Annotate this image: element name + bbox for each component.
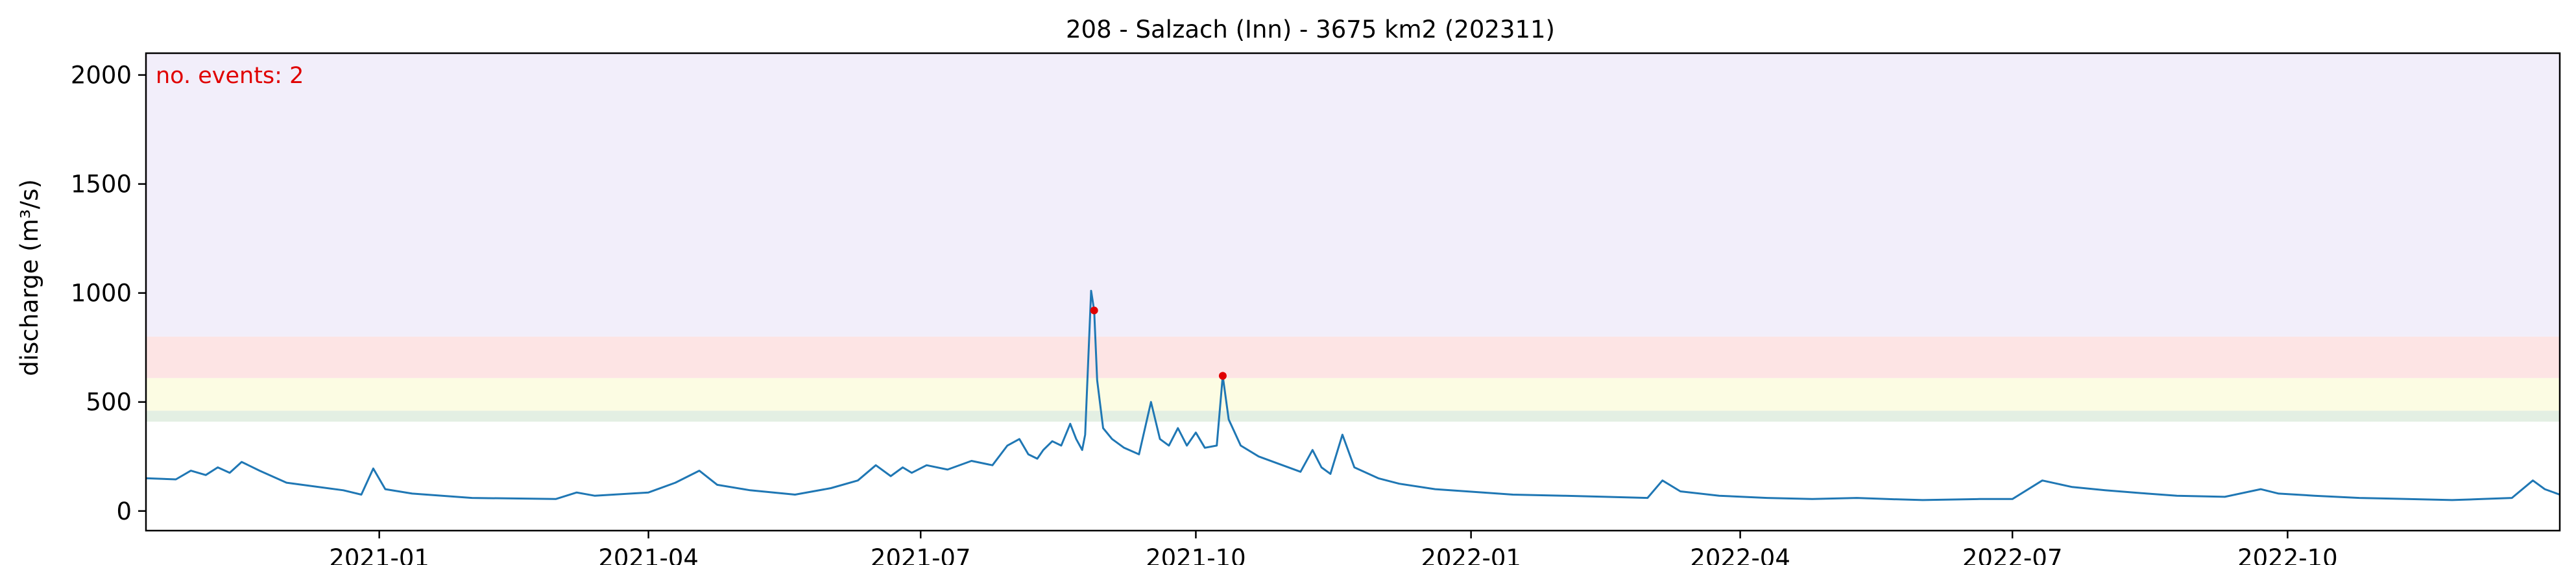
x-tick-label-3: 2021-10 <box>1146 544 1246 565</box>
threshold-band-2 <box>146 336 2560 378</box>
x-tick-label-4: 2022-01 <box>1421 544 1521 565</box>
plot-frame <box>145 52 2561 532</box>
y-axis-label: discharge (m³/s) <box>16 179 43 376</box>
events-layer <box>1090 306 1227 380</box>
y-tick-label-1: 500 <box>86 389 132 416</box>
x-tick-label-6: 2022-07 <box>1962 544 2063 565</box>
event-marker-1 <box>1218 372 1227 380</box>
x-tick-label-0: 2021-01 <box>329 544 429 565</box>
series-layer <box>145 289 2560 501</box>
y-tick-label-3: 1500 <box>71 171 132 198</box>
threshold-bands <box>146 53 2560 422</box>
threshold-band-1 <box>146 378 2560 411</box>
event-marker-0 <box>1090 306 1098 315</box>
threshold-band-0 <box>146 411 2560 422</box>
x-tick-label-2: 2021-07 <box>871 544 971 565</box>
threshold-band-3 <box>146 53 2560 337</box>
y-tick-label-0: 0 <box>116 498 132 525</box>
x-tick-label-5: 2022-04 <box>1690 544 1790 565</box>
events-count-annotation: no. events: 2 <box>156 63 304 89</box>
x-tick-label-7: 2022-10 <box>2237 544 2338 565</box>
y-tick-label-4: 2000 <box>71 62 132 90</box>
series-line-0 <box>145 289 2560 501</box>
y-tick-label-2: 1000 <box>71 280 132 307</box>
x-tick-label-1: 2021-04 <box>598 544 699 565</box>
chart-title: 208 - Salzach (Inn) - 3675 km2 (202311) <box>1066 16 1555 43</box>
axes: 2021-01 2021-04 2021-07 2021-10 2022-01 2022-… <box>71 52 2561 565</box>
